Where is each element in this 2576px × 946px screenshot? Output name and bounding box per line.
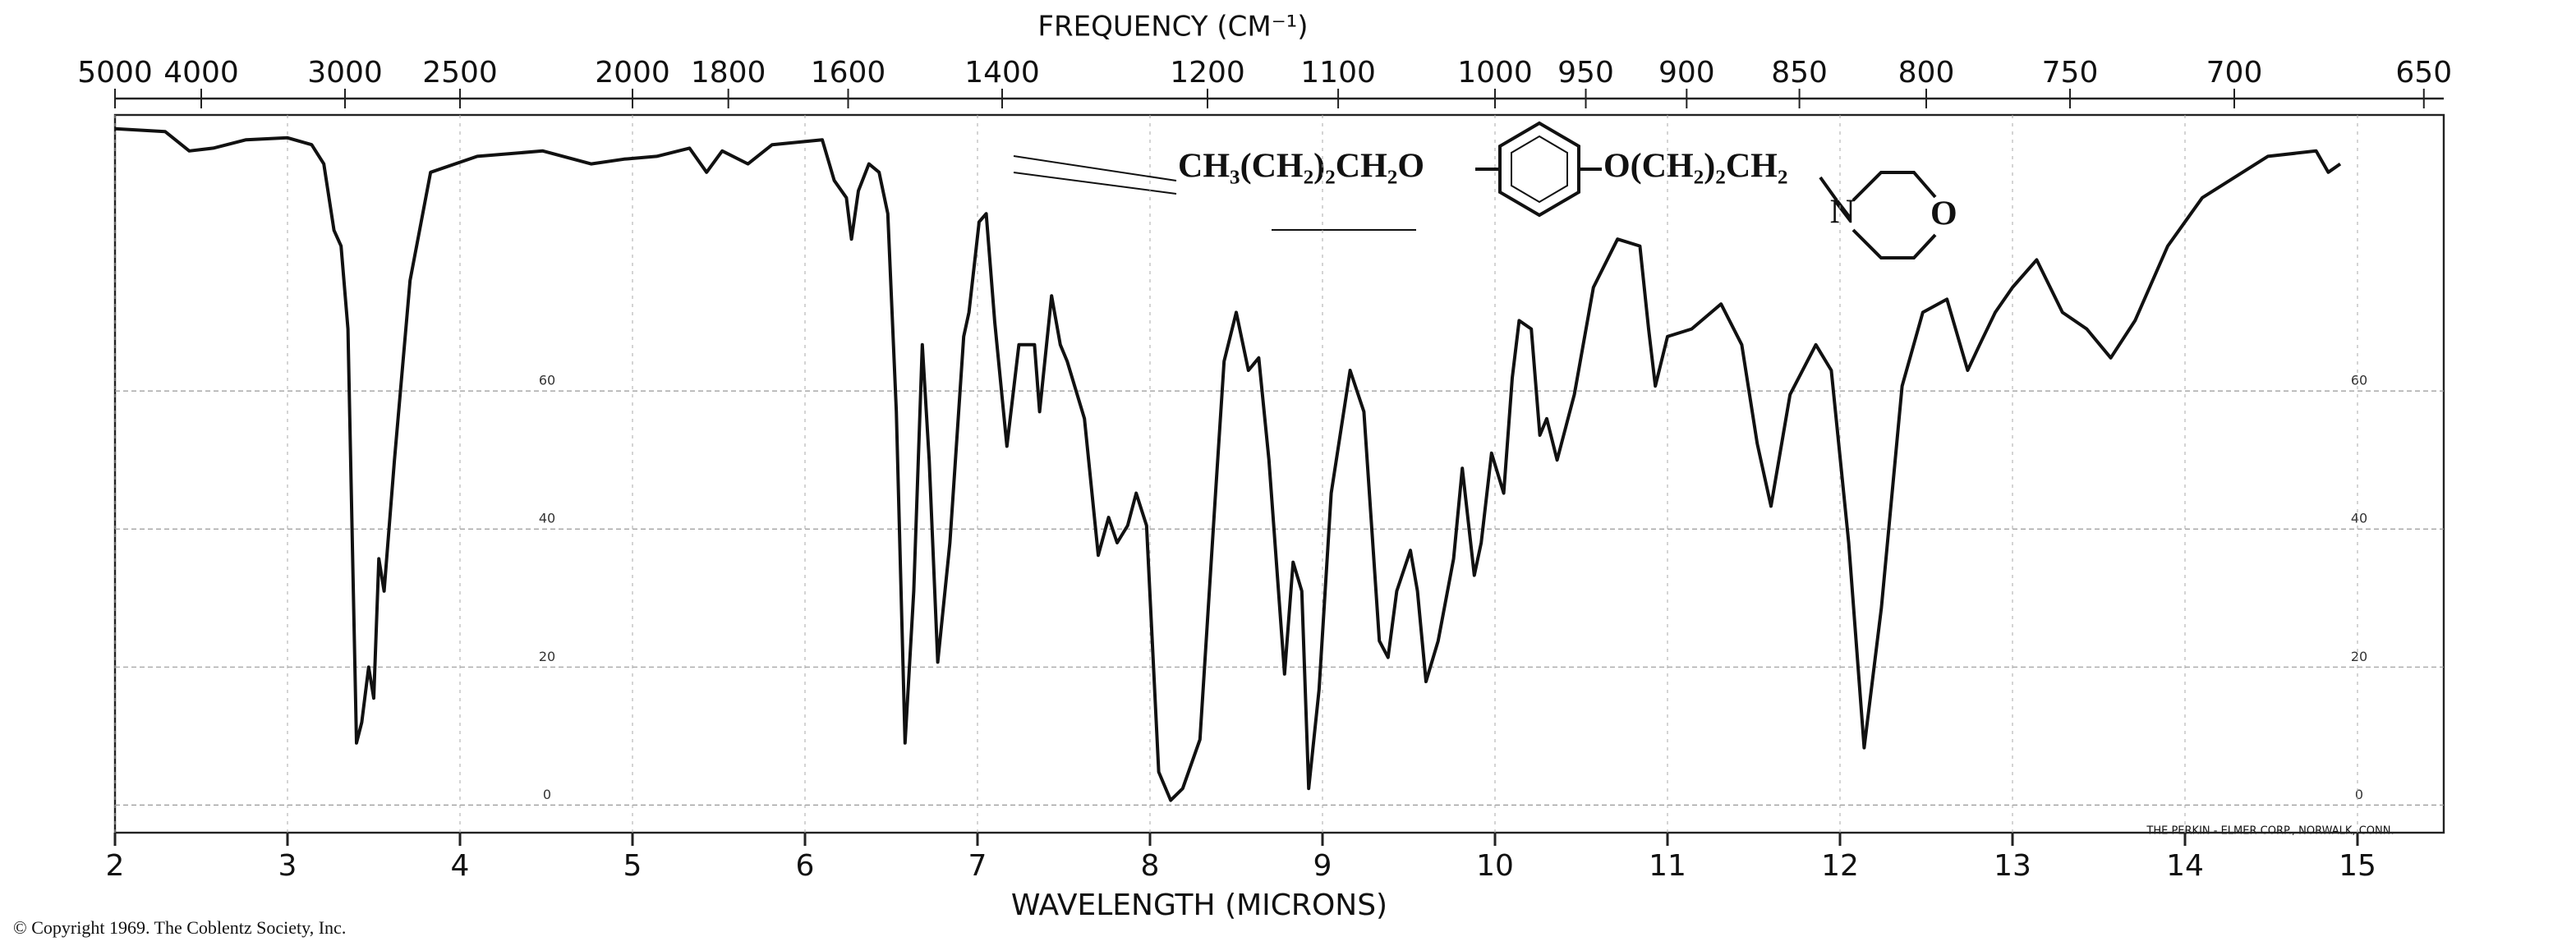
x2-tick-label: 700 [2206,56,2263,90]
maker-note: THE PERKIN - ELMER CORP., NORWALK, CONN. [2146,825,2394,838]
x-tick-label: 2 [106,849,125,883]
x2-tick-label: 2000 [595,56,670,90]
x2-tick-label: 1600 [811,56,886,90]
x-tick-label: 5 [623,849,642,883]
x2-tick-label: 1200 [1170,56,1245,90]
y-tick-label: 40 [539,511,555,526]
y-tick-label: 0 [543,787,551,802]
structure-o: O [1930,195,1957,233]
x-tick-label: 3 [278,849,297,883]
x2-tick-label: 4000 [163,56,239,90]
y-tick-label-right: 0 [2355,787,2363,802]
x2-tick-label: 800 [1898,56,1955,90]
x2-tick-label: 950 [1557,56,1614,90]
x-tick-label: 12 [1821,849,1859,883]
x2-tick-label: 750 [2042,56,2099,90]
x2-tick-label: 900 [1658,56,1715,90]
y-tick-label-right: 20 [2351,649,2367,664]
spectrum-line [114,126,2342,802]
morpholine-ring [1852,171,1937,202]
x-tick-label: 8 [1141,849,1160,883]
x-tick-label: 9 [1313,849,1332,883]
x2-tick-label: 2500 [422,56,498,90]
x2-tick-label: 1800 [691,56,766,90]
structure [1013,121,1937,259]
structure-left: CH₃(CH₂)₂CH₂O [1178,148,1424,186]
x2-tick-label: 650 [2395,56,2452,90]
bond [1819,176,1838,202]
benzene-ring [1498,121,1580,218]
x2-tick-label: 1000 [1457,56,1533,90]
y-tick-label: 20 [539,649,555,664]
morpholine-ring [1852,228,1937,259]
x2-tick-label: 3000 [307,56,383,90]
x-tick-label: 13 [1994,849,2031,883]
copyright: © Copyright 1969. The Coblentz Society, … [13,917,346,938]
benzene-inner [1511,135,1568,204]
x2-tick-label: 1400 [964,56,1040,90]
x-tick-label: 4 [451,849,470,883]
x-tick-label: 7 [968,849,987,883]
y-tick-label-right: 60 [2351,373,2367,388]
y-tick-label-right: 40 [2351,511,2367,526]
y-tick-label: 60 [539,373,555,388]
x2-axis-title: FREQUENCY (CM⁻¹) [1037,11,1308,44]
x2-tick-label: 850 [1771,56,1828,90]
structure-decor [1013,172,1177,195]
x-tick-label: 6 [796,849,815,883]
x-tick-label: 11 [1649,849,1686,883]
x2-tick-label: 5000 [77,56,153,90]
x-tick-label: 15 [2339,849,2376,883]
x2-tick-label: 1100 [1300,56,1376,90]
x-axis-title: WAVELENGTH (MICRONS) [1011,889,1387,922]
structure-right: O(CH₂)₂CH₂ [1603,148,1787,186]
x-tick-label: 10 [1476,849,1514,883]
structure-n: N [1830,194,1855,232]
plot-frame [113,113,2445,834]
x-tick-label: 14 [2166,849,2204,883]
structure-decor [1013,155,1177,181]
